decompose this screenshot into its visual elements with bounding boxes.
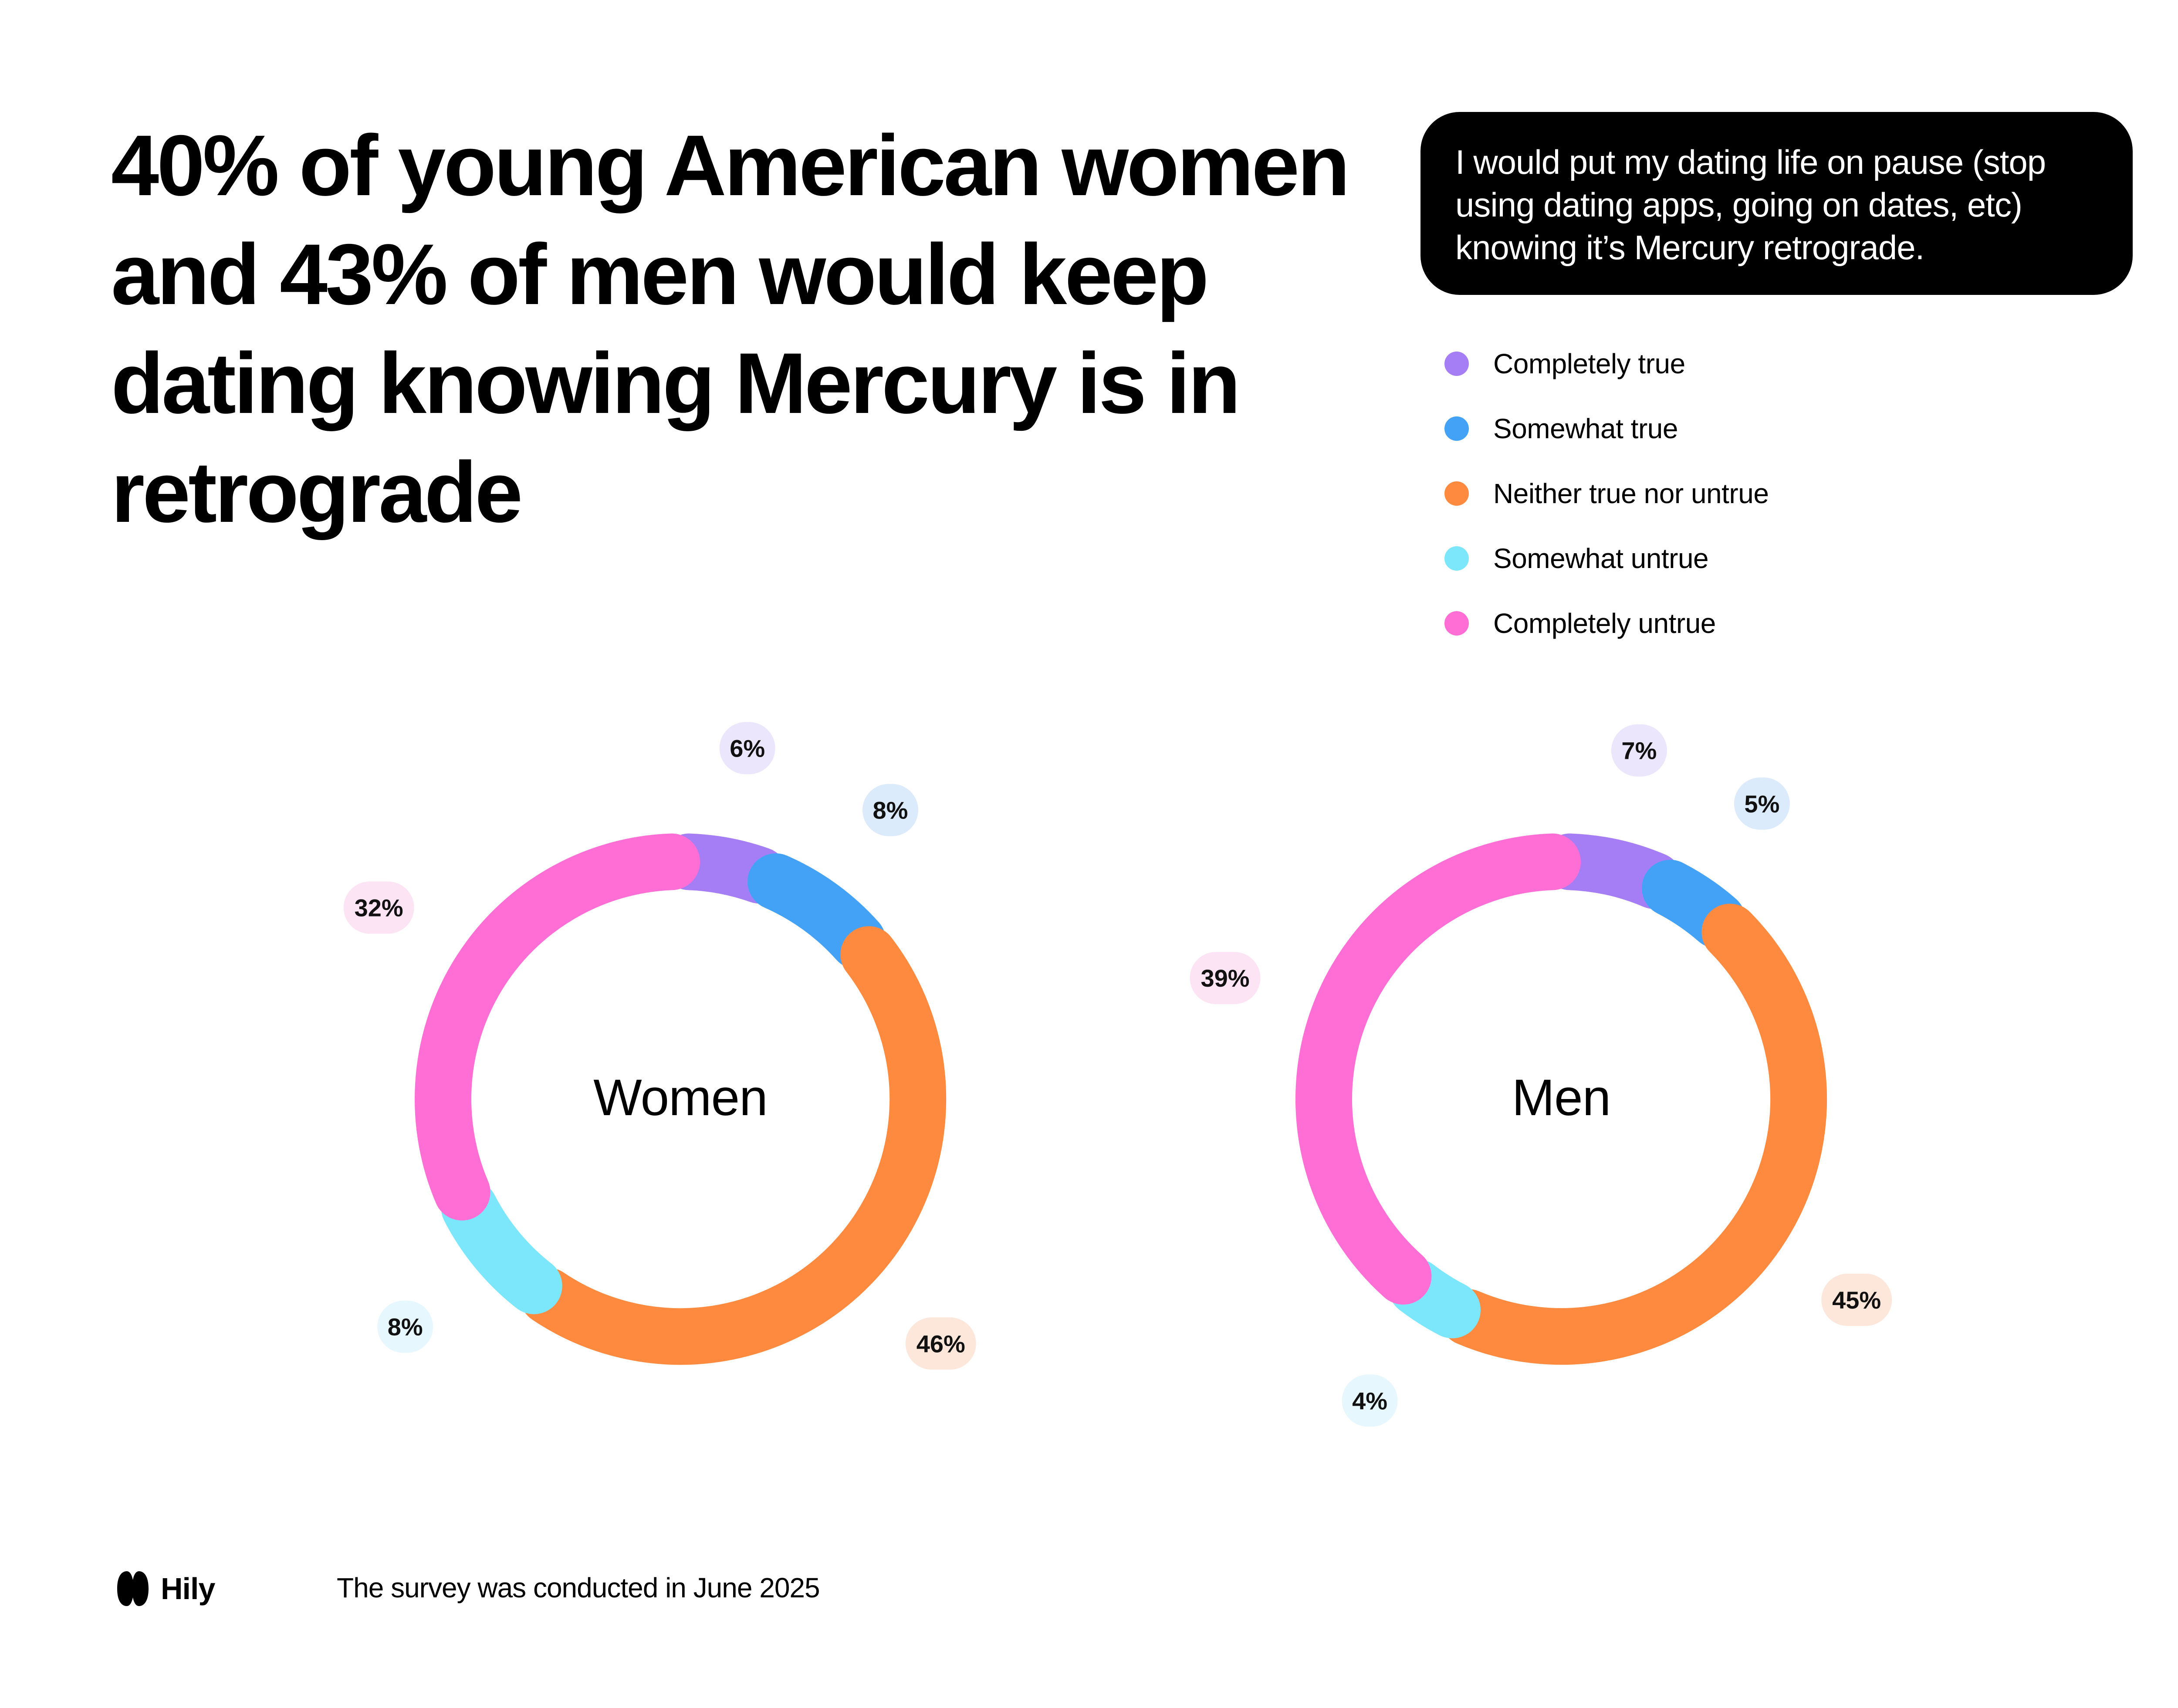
headline: 40% of young American women and 43% of m…: [111, 117, 1350, 540]
legend-item-neither: Neither true nor untrue: [1444, 461, 1769, 526]
value-label-men-completely-true: 7%: [1621, 737, 1657, 764]
donut-segment-men-neither-true-nor-untrue: [1440, 903, 1827, 1365]
hily-logo-icon: [117, 1571, 149, 1606]
legend-item-somewhat-untrue: Somewhat untrue: [1444, 526, 1769, 591]
value-label-women-completely-true: 6%: [730, 735, 765, 762]
brand-name: Hily: [161, 1571, 215, 1606]
value-label-bg-women-somewhat-true: [862, 784, 918, 836]
value-label-bg-men-somewhat-true: [1734, 777, 1790, 830]
value-label-bg-women-completely-untrue: [343, 881, 414, 934]
donut-segment-women-somewhat-true: [747, 853, 886, 970]
legend-item-completely-untrue: Completely untrue: [1444, 591, 1769, 656]
legend-swatch: [1444, 546, 1469, 571]
value-label-women-somewhat-true: 8%: [873, 797, 908, 824]
donut-segment-men-completely-true: [1542, 833, 1683, 909]
legend-label: Completely true: [1493, 348, 1685, 379]
donut-women: 6% 8% 46% 8% 32% Women: [343, 722, 976, 1370]
legend-swatch: [1444, 351, 1469, 376]
value-label-bg-men-neither-true-nor-untrue: [1821, 1273, 1892, 1326]
legend-label: Neither true nor untrue: [1493, 477, 1769, 509]
legend-label: Completely untrue: [1493, 607, 1716, 639]
value-label-bg-men-completely-true: [1611, 724, 1667, 777]
value-label-bg-women-somewhat-untrue: [377, 1300, 433, 1353]
legend-swatch: [1444, 416, 1469, 441]
legend-label: Somewhat untrue: [1493, 542, 1709, 574]
question-box: I would put my dating life on pause (sto…: [1420, 112, 2133, 295]
value-label-women-completely-untrue: 32%: [355, 894, 403, 922]
donut-men: 7% 5% 45% 4% 39% Men: [1190, 724, 1892, 1427]
value-label-men-somewhat-true: 5%: [1744, 790, 1779, 818]
donut-segment-men-completely-untrue: [1295, 833, 1581, 1305]
value-label-bg-women-neither-true-nor-untrue: [905, 1317, 976, 1370]
donut-segment-women-somewhat-untrue: [441, 1180, 562, 1314]
value-label-bg-men-somewhat-untrue: [1342, 1374, 1398, 1427]
value-label-bg-women-completely-true: [719, 722, 775, 775]
donut-segment-women-neither-true-nor-untrue: [520, 926, 947, 1365]
value-label-women-neither-true-nor-untrue: 46%: [917, 1330, 965, 1357]
footnote: The survey was conducted in June 2025: [337, 1572, 820, 1603]
value-label-men-somewhat-untrue: 4%: [1352, 1387, 1387, 1414]
legend-item-somewhat-true: Somewhat true: [1444, 396, 1769, 461]
legend-item-completely-true: Completely true: [1444, 331, 1769, 396]
legend-swatch: [1444, 611, 1469, 636]
donut-segment-women-completely-untrue: [415, 833, 700, 1221]
value-label-women-somewhat-untrue: 8%: [388, 1313, 423, 1341]
legend-label: Somewhat true: [1493, 413, 1678, 444]
value-label-men-completely-untrue: 39%: [1201, 964, 1249, 992]
donut-center-label-women: Women: [593, 1069, 767, 1126]
value-label-bg-men-completely-untrue: [1190, 952, 1261, 1005]
value-label-men-neither-true-nor-untrue: 45%: [1832, 1286, 1881, 1314]
legend: Completely true Somewhat true Neither tr…: [1444, 331, 1769, 656]
brand-logo: Hily: [111, 1566, 215, 1611]
donut-center-label-men: Men: [1512, 1069, 1611, 1126]
legend-swatch: [1444, 481, 1469, 506]
